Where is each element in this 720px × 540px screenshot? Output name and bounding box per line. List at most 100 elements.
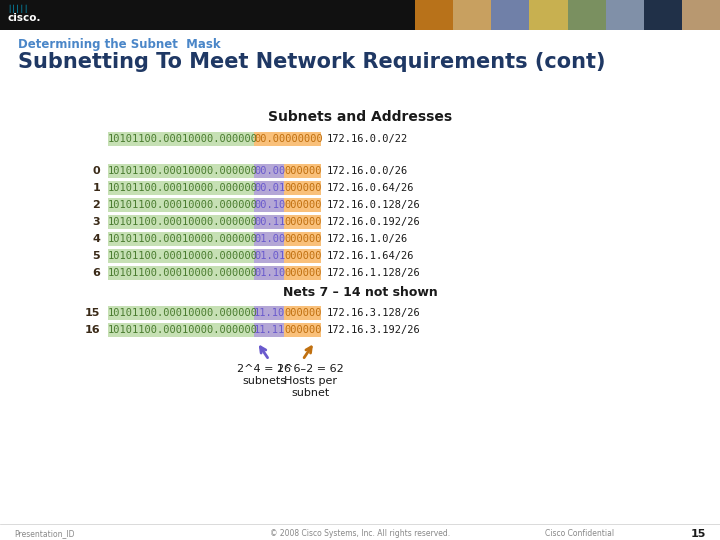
- Text: 16: 16: [84, 325, 100, 335]
- Bar: [108, 266, 254, 280]
- Text: Cisco Confidential: Cisco Confidential: [546, 529, 615, 538]
- Text: 15: 15: [85, 308, 100, 318]
- Bar: [108, 181, 254, 195]
- Text: Subnets and Addresses: Subnets and Addresses: [268, 110, 452, 124]
- Bar: [0, 0, 720, 30]
- Text: 172.16.3.128/26: 172.16.3.128/26: [327, 308, 420, 318]
- Bar: [254, 132, 321, 146]
- Text: 000000: 000000: [284, 268, 322, 278]
- Bar: [284, 306, 321, 320]
- Bar: [108, 323, 254, 337]
- Text: 5: 5: [92, 251, 100, 261]
- Text: │││││: │││││: [7, 5, 28, 14]
- Bar: [491, 0, 529, 30]
- Bar: [254, 249, 284, 263]
- Text: 10101100.00010000.000000: 10101100.00010000.000000: [108, 308, 258, 318]
- Bar: [108, 215, 254, 229]
- Text: 0: 0: [92, 166, 100, 176]
- Text: 01.10: 01.10: [254, 268, 285, 278]
- Text: 10101100.00010000.000000: 10101100.00010000.000000: [108, 183, 258, 193]
- Text: 000000: 000000: [284, 183, 322, 193]
- Text: 000000: 000000: [284, 325, 322, 335]
- Bar: [453, 0, 491, 30]
- Text: 10101100.00010000.000000: 10101100.00010000.000000: [108, 268, 258, 278]
- Bar: [254, 232, 284, 246]
- Text: 6: 6: [92, 268, 100, 278]
- Text: 2: 2: [92, 200, 100, 210]
- Bar: [254, 164, 284, 178]
- Text: 10101100.00010000.000000: 10101100.00010000.000000: [108, 325, 258, 335]
- Bar: [284, 249, 321, 263]
- Text: 10101100.00010000.000000: 10101100.00010000.000000: [108, 166, 258, 176]
- Bar: [254, 181, 284, 195]
- Text: Presentation_ID: Presentation_ID: [14, 529, 74, 538]
- Bar: [108, 164, 254, 178]
- Bar: [644, 0, 682, 30]
- Text: Determining the Subnet  Mask: Determining the Subnet Mask: [18, 38, 220, 51]
- Text: 11.11: 11.11: [254, 325, 285, 335]
- Bar: [254, 306, 284, 320]
- Bar: [108, 232, 254, 246]
- Bar: [529, 0, 567, 30]
- Text: 15: 15: [690, 529, 706, 539]
- Text: 1: 1: [92, 183, 100, 193]
- Text: 10101100.00010000.000000: 10101100.00010000.000000: [108, 234, 258, 244]
- Text: 4: 4: [92, 234, 100, 244]
- Text: Hosts per: Hosts per: [284, 376, 337, 386]
- Text: 00.11: 00.11: [254, 217, 285, 227]
- Bar: [108, 132, 254, 146]
- Text: 000000: 000000: [284, 217, 322, 227]
- Text: 172.16.0.0/26: 172.16.0.0/26: [327, 166, 408, 176]
- Text: 172.16.1.0/26: 172.16.1.0/26: [327, 234, 408, 244]
- Bar: [254, 323, 284, 337]
- Text: 01.01: 01.01: [254, 251, 285, 261]
- Bar: [284, 198, 321, 212]
- Text: subnets: subnets: [242, 376, 286, 386]
- Text: © 2008 Cisco Systems, Inc. All rights reserved.: © 2008 Cisco Systems, Inc. All rights re…: [270, 529, 450, 538]
- Text: 11.10: 11.10: [254, 308, 285, 318]
- Text: 00.10: 00.10: [254, 200, 285, 210]
- Text: 01.00: 01.00: [254, 234, 285, 244]
- Bar: [254, 266, 284, 280]
- Text: 172.16.1.64/26: 172.16.1.64/26: [327, 251, 414, 261]
- Text: 10101100.00010000.000000: 10101100.00010000.000000: [108, 200, 258, 210]
- Bar: [254, 215, 284, 229]
- Text: 000000: 000000: [284, 308, 322, 318]
- Bar: [108, 249, 254, 263]
- Text: 172.16.1.128/26: 172.16.1.128/26: [327, 268, 420, 278]
- Text: 00.00000000: 00.00000000: [254, 134, 323, 144]
- Text: 000000: 000000: [284, 251, 322, 261]
- Text: 10101100.00010000.000000: 10101100.00010000.000000: [108, 134, 258, 144]
- Text: 172.16.0.0/22: 172.16.0.0/22: [327, 134, 408, 144]
- Bar: [108, 198, 254, 212]
- Text: 00.00: 00.00: [254, 166, 285, 176]
- Bar: [606, 0, 644, 30]
- Text: 3: 3: [92, 217, 100, 227]
- Text: 10101100.00010000.000000: 10101100.00010000.000000: [108, 251, 258, 261]
- Text: 000000: 000000: [284, 234, 322, 244]
- Bar: [284, 181, 321, 195]
- Bar: [284, 164, 321, 178]
- Bar: [284, 266, 321, 280]
- Text: 172.16.0.64/26: 172.16.0.64/26: [327, 183, 414, 193]
- Text: 2^6–2 = 62: 2^6–2 = 62: [277, 364, 344, 374]
- Bar: [108, 306, 254, 320]
- Text: 172.16.0.192/26: 172.16.0.192/26: [327, 217, 420, 227]
- Text: subnet: subnet: [292, 388, 330, 398]
- Bar: [254, 198, 284, 212]
- Text: 000000: 000000: [284, 166, 322, 176]
- Text: Nets 7 – 14 not shown: Nets 7 – 14 not shown: [283, 286, 437, 299]
- Text: cisco.: cisco.: [7, 13, 40, 23]
- Bar: [415, 0, 453, 30]
- Bar: [284, 232, 321, 246]
- Bar: [567, 0, 606, 30]
- Bar: [682, 0, 720, 30]
- Text: 00.01: 00.01: [254, 183, 285, 193]
- Bar: [284, 323, 321, 337]
- Text: 000000: 000000: [284, 200, 322, 210]
- Text: 172.16.3.192/26: 172.16.3.192/26: [327, 325, 420, 335]
- Text: 172.16.0.128/26: 172.16.0.128/26: [327, 200, 420, 210]
- Bar: [284, 215, 321, 229]
- Text: Subnetting To Meet Network Requirements (cont): Subnetting To Meet Network Requirements …: [18, 52, 606, 72]
- Text: 2^4 = 16: 2^4 = 16: [237, 364, 291, 374]
